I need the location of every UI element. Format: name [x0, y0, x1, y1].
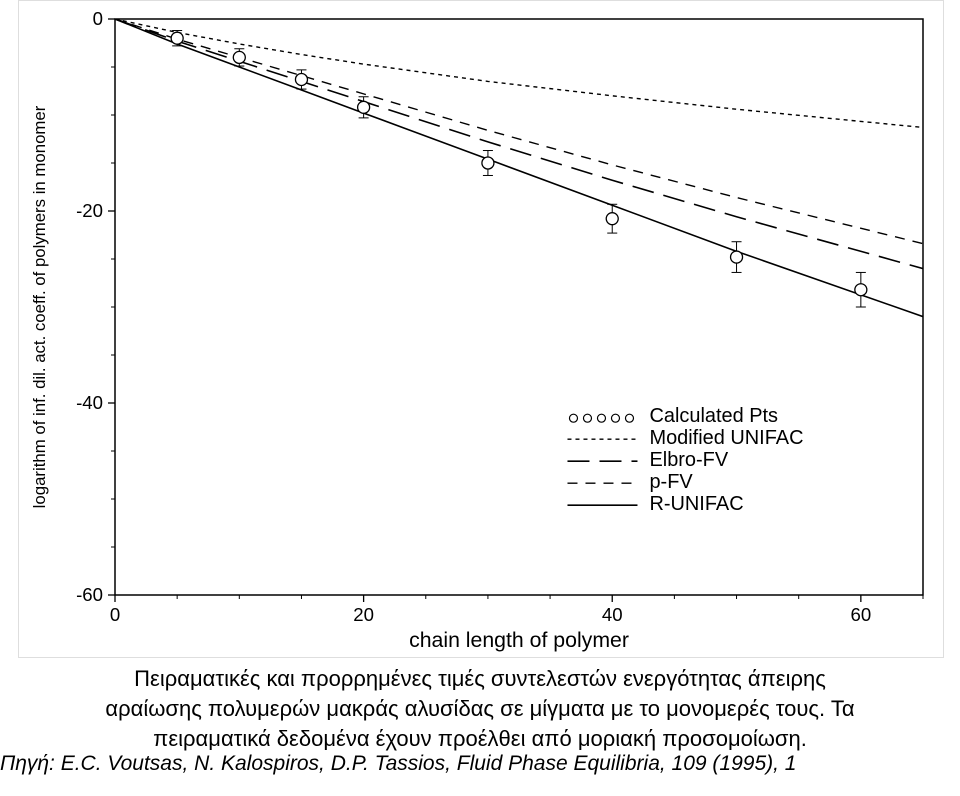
data-point: [295, 73, 307, 85]
svg-text:-60: -60: [76, 584, 103, 605]
legend-label: Calculated Pts: [649, 405, 778, 427]
x-axis-label: chain length of polymer: [409, 628, 629, 652]
chart-svg: 0 20 40 60 0 -20 -40 -60 chain length of polymer…: [19, 1, 943, 657]
series-r_unifac: [115, 19, 923, 317]
data-point: [233, 51, 245, 63]
svg-text:40: 40: [602, 604, 623, 625]
figure-caption: Πειραματικές και προρρημένες τιμές συντε…: [0, 666, 960, 752]
data-point: [606, 213, 618, 225]
y-axis-label: logarithm of inf. dil. act. coeff. of po…: [30, 105, 49, 508]
caption-line-3: πειραματικά δεδομένα έχουν προέλθει από …: [0, 726, 960, 752]
data-point: [171, 32, 183, 44]
chart-container: 0 20 40 60 0 -20 -40 -60 chain length of polymer…: [18, 0, 944, 658]
data-point: [855, 284, 867, 296]
chart-legend: Calculated PtsModified UNIFACElbro-FVp-F…: [567, 405, 803, 515]
svg-text:0: 0: [93, 8, 103, 29]
caption-line-2: αραίωσης πολυμερών μακράς αλυσίδας σε μί…: [0, 696, 960, 722]
svg-text:20: 20: [353, 604, 374, 625]
legend-label: Modified UNIFAC: [649, 427, 803, 449]
svg-text:0: 0: [110, 604, 120, 625]
legend-label: Elbro-FV: [649, 449, 728, 471]
source-text: E.C. Voutsas, N. Kalospiros, D.P. Tassio…: [61, 752, 797, 775]
data-point: [358, 101, 370, 113]
figure-source: Πηγή: E.C. Voutsas, N. Kalospiros, D.P. …: [0, 752, 960, 776]
caption-line-1: Πειραματικές και προρρημένες τιμές συντε…: [134, 666, 826, 691]
data-point: [482, 157, 494, 169]
svg-text:60: 60: [850, 604, 871, 625]
data-point: [731, 251, 743, 263]
source-prefix: Πηγή:: [0, 752, 61, 775]
series-modified_unifac: [115, 19, 923, 127]
legend-label: R-UNIFAC: [649, 493, 743, 515]
legend-label: p-FV: [649, 471, 693, 493]
svg-text:-20: -20: [76, 200, 103, 221]
svg-text:-40: -40: [76, 392, 103, 413]
